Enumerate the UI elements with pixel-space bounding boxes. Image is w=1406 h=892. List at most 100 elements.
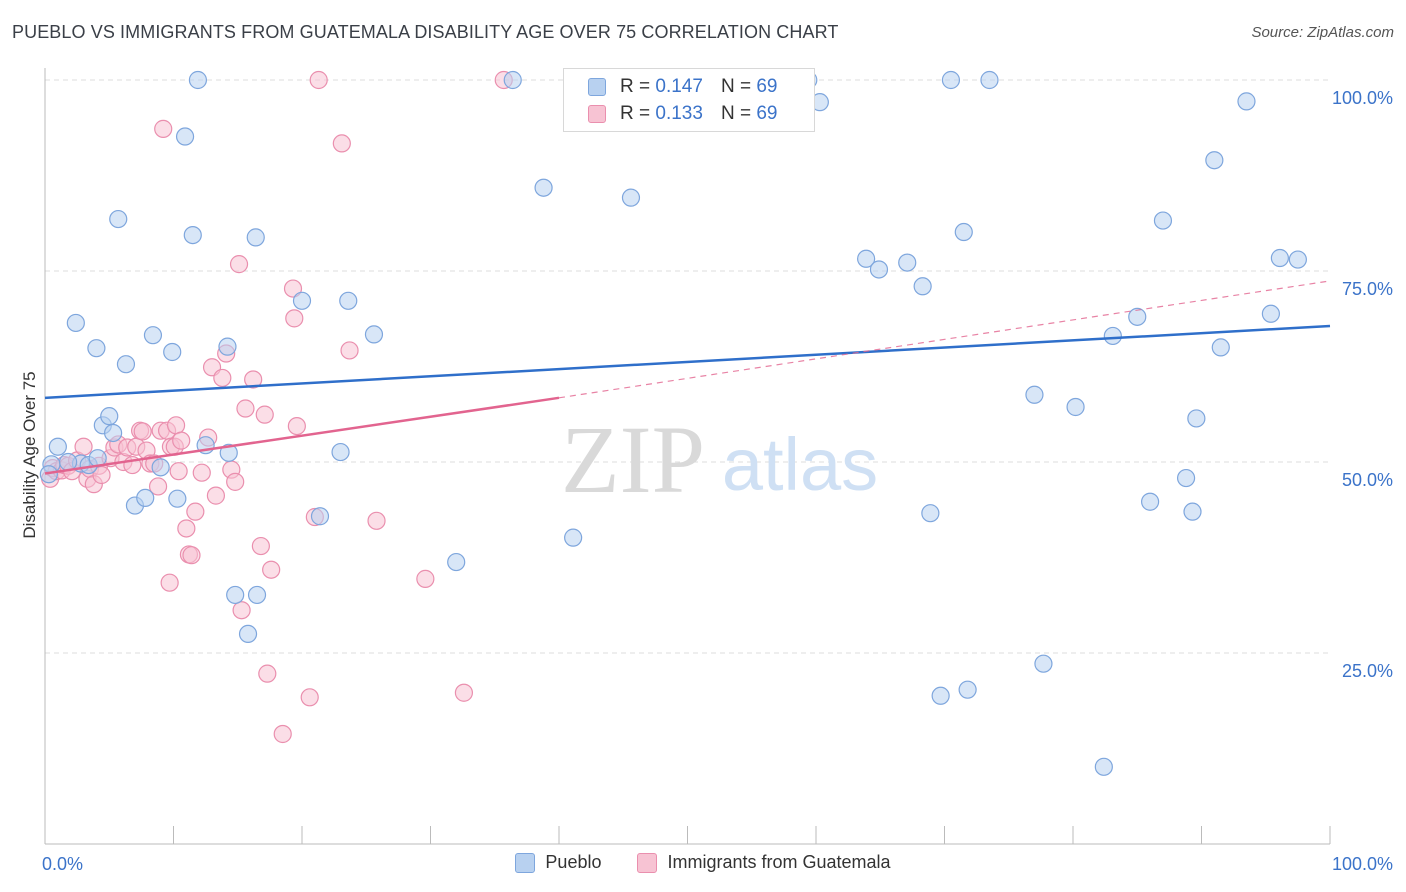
pueblo-point-51 — [1103, 326, 1122, 346]
pueblo-point-26 — [310, 507, 330, 526]
pueblo-point-62 — [1270, 248, 1289, 268]
guatemala-point-47 — [226, 472, 245, 491]
guatemala-point-8 — [74, 437, 93, 456]
pueblo-point-56 — [1183, 502, 1202, 521]
pueblo-point-20 — [219, 443, 238, 462]
legend-row-pueblo: R = 0.147 N = 69 — [588, 75, 777, 99]
pueblo-point-17 — [188, 70, 208, 90]
pueblo-point-16 — [183, 225, 202, 245]
pueblo-point-53 — [1140, 492, 1160, 511]
pueblo-point-47 — [1025, 385, 1044, 404]
pueblo-point-7 — [104, 423, 123, 443]
pueblo-point-52 — [1128, 307, 1147, 326]
pueblo-point-42 — [931, 686, 950, 705]
pueblo-point-28 — [339, 291, 358, 310]
guatemala-point-22 — [133, 422, 152, 441]
guatemala-point-57 — [283, 279, 303, 298]
guatemala-point-39 — [186, 502, 205, 521]
legend-row-guatemala: R = 0.133 N = 69 — [588, 102, 777, 126]
pueblo-point-45 — [958, 680, 977, 699]
pueblo-point-32 — [534, 178, 553, 197]
legend-swatch-guatemala — [637, 852, 658, 873]
legend-n-value: 69 — [756, 103, 778, 124]
pueblo-point-50 — [1094, 757, 1113, 776]
trend-lines — [44, 280, 1331, 475]
y-tick-label-3: 25.0% — [1342, 661, 1393, 681]
pueblo-point-46 — [980, 70, 999, 90]
pueblo-point-33 — [564, 528, 583, 547]
guatemala-point-33 — [166, 416, 186, 435]
pueblo-point-13 — [163, 342, 182, 362]
pueblo-point-2 — [39, 465, 58, 484]
guatemala-point-28 — [154, 119, 173, 138]
pueblo-point-11 — [143, 326, 163, 345]
guatemala-point-44 — [213, 368, 232, 388]
pueblo-point-43 — [941, 70, 961, 90]
guatemala-point-53 — [255, 405, 274, 424]
watermark-atlas: atlas — [722, 423, 878, 506]
legend-r-value: 0.147 — [655, 76, 703, 97]
pueblo-point-21 — [226, 585, 245, 605]
pueblo-point-34 — [621, 188, 641, 207]
guatemala-point-63 — [332, 134, 351, 153]
tick-labels: 100.0% 75.0% 50.0% 25.0% 0.0% 100.0% — [42, 88, 1393, 874]
series-guatemala-points — [41, 70, 513, 744]
pueblo-point-55 — [1176, 468, 1196, 488]
pueblo-point-61 — [1261, 304, 1280, 323]
pueblo-point-59 — [1211, 338, 1230, 357]
axes — [44, 68, 1331, 845]
legend-r-value: 0.133 — [655, 103, 703, 124]
legend-n-value: 69 — [756, 76, 778, 97]
guatemala-point-52 — [251, 536, 270, 556]
guatemala-point-59 — [287, 416, 306, 436]
pueblo-point-31 — [503, 70, 522, 90]
guatemala-point-65 — [367, 511, 386, 530]
pueblo-point-9 — [116, 355, 136, 374]
x-tick-label-0: 0.0% — [42, 854, 83, 874]
trend-line-guatemala — [44, 396, 560, 475]
legend-item-pueblo[interactable]: Pueblo — [515, 852, 601, 873]
guatemala-point-60 — [300, 688, 319, 707]
source-credit: Source: ZipAtlas.com — [1251, 24, 1394, 41]
legend-r-label: R = — [620, 76, 651, 97]
pueblo-point-41 — [921, 504, 940, 523]
pueblo-point-63 — [1288, 250, 1307, 269]
pueblo-point-8 — [109, 209, 128, 229]
y-axis-label: Disability Age Over 75 — [20, 371, 39, 539]
guatemala-point-26 — [148, 477, 168, 496]
legend-label-guatemala: Immigrants from Guatemala — [667, 852, 891, 872]
legend-n-label: N = — [720, 103, 752, 124]
pueblo-point-6 — [100, 407, 119, 426]
legend-label-pueblo: Pueblo — [545, 852, 602, 872]
legend-swatch-guatemala — [588, 105, 606, 123]
pueblo-point-44 — [954, 222, 973, 242]
legend-n-label: N = — [720, 76, 752, 97]
pueblo-point-40 — [913, 277, 932, 296]
legend-swatch-pueblo — [515, 852, 536, 873]
pueblo-point-60 — [1237, 92, 1256, 111]
y-tick-label-2: 50.0% — [1342, 470, 1393, 490]
guatemala-point-54 — [258, 664, 277, 683]
gridlines — [45, 79, 1330, 654]
watermark-zip: ZIP — [561, 406, 705, 513]
pueblo-point-54 — [1153, 211, 1173, 230]
guatemala-point-50 — [236, 399, 255, 418]
guatemala-point-49 — [232, 601, 251, 620]
guatemala-point-56 — [273, 724, 292, 744]
pueblo-point-49 — [1066, 397, 1085, 417]
pueblo-point-25 — [292, 291, 312, 310]
guatemala-point-67 — [454, 683, 474, 702]
pueblo-point-24 — [247, 585, 267, 605]
pueblo-point-15 — [175, 127, 195, 146]
pueblo-point-3 — [66, 313, 85, 333]
guatemala-point-34 — [169, 462, 188, 481]
guatemala-point-40 — [192, 463, 211, 482]
pueblo-point-39 — [898, 253, 917, 272]
watermark: ZIP atlas — [561, 406, 878, 513]
pueblo-point-38 — [869, 260, 889, 279]
legend-swatch-pueblo — [588, 78, 606, 96]
legend-item-guatemala[interactable]: Immigrants from Guatemala — [637, 852, 891, 873]
guatemala-point-38 — [182, 546, 201, 565]
pueblo-point-66 — [136, 488, 155, 508]
correlation-legend: R = 0.147 N = 69 R = 0.133 N = 69 — [563, 68, 815, 132]
